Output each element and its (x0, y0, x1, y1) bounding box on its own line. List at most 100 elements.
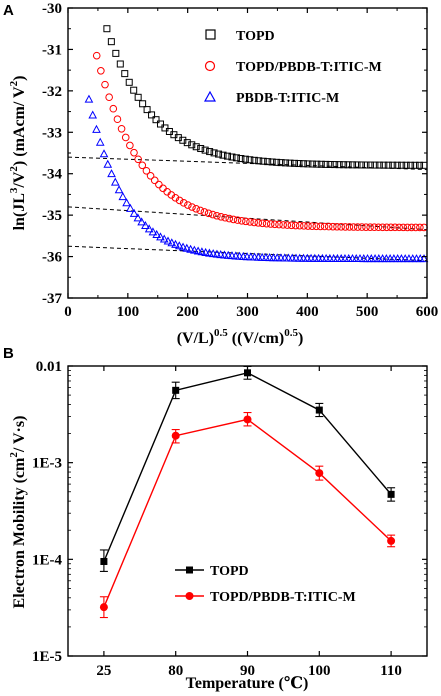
data-point (237, 216, 246, 225)
data-point (221, 213, 229, 222)
data-point (273, 158, 281, 166)
data-point (190, 245, 199, 254)
data-point (113, 115, 122, 124)
data-point (200, 208, 209, 216)
series-pbdb-t-itic-m (84, 94, 429, 263)
data-point (320, 222, 329, 231)
data-point (250, 218, 258, 227)
data-point (420, 161, 428, 169)
data-point (366, 161, 374, 169)
data-point (244, 369, 251, 377)
data-point (335, 161, 343, 169)
data-point (95, 137, 105, 146)
y-tick-label: 1E-3 (32, 456, 62, 472)
data-point (142, 166, 151, 175)
legend-marker-topd-pbdb-b (185, 592, 194, 600)
data-point (130, 86, 138, 94)
data-point (391, 223, 399, 232)
data-point (133, 213, 143, 222)
data-point (197, 145, 205, 153)
data-point (109, 104, 118, 113)
data-point (266, 220, 275, 228)
legend-marker-topd-pbdb (204, 60, 216, 72)
data-point (88, 110, 98, 119)
data-point (398, 161, 406, 169)
data-point (192, 205, 200, 213)
data-point (259, 157, 267, 165)
data-point (282, 159, 290, 167)
series-line (103, 418, 392, 608)
data-point (126, 203, 135, 212)
data-point (242, 217, 250, 226)
data-point (148, 227, 158, 236)
data-point (416, 223, 424, 232)
data-point (313, 160, 321, 168)
y-tick-label: -37 (42, 291, 62, 307)
data-point (370, 223, 379, 232)
data-point (387, 223, 395, 232)
data-point (362, 223, 370, 231)
data-point (341, 223, 350, 231)
data-point (366, 223, 374, 231)
panel-b-label: B (3, 345, 14, 362)
fit-line (67, 245, 428, 262)
data-point (92, 51, 101, 60)
data-point (188, 203, 196, 211)
data-point (129, 208, 139, 217)
data-point (243, 415, 252, 424)
data-point (287, 221, 296, 230)
x-tick-label: 110 (380, 663, 402, 679)
panel-b-x-axis-title: Temperature (℃) (186, 675, 309, 692)
y-tick-label: -31 (42, 42, 62, 58)
data-point (315, 469, 324, 478)
data-point (299, 160, 307, 168)
data-point (100, 557, 108, 565)
data-point (103, 159, 113, 168)
data-point (264, 158, 272, 166)
y-tick-label: -36 (42, 250, 62, 266)
data-point (237, 155, 245, 163)
panel-a-x-ticks: 0 100 200 300 400 500 600 (64, 8, 438, 320)
data-point (349, 223, 358, 231)
data-point (349, 161, 357, 169)
data-point (141, 221, 150, 230)
series-line (103, 372, 392, 562)
data-point (279, 221, 287, 229)
data-point (118, 192, 128, 201)
data-point (268, 158, 276, 166)
data-point (393, 161, 401, 169)
data-point (184, 201, 192, 209)
data-point (105, 93, 113, 102)
panel-b-y-axis-title: Electron Mobility (cm2/ V·s) (8, 416, 28, 609)
panel-a-x-axis-title: (V/L)0.5 ((V/cm)0.5) (177, 327, 304, 347)
data-point (295, 221, 304, 230)
y-tick-label: -33 (42, 125, 62, 141)
data-point (182, 243, 192, 252)
data-point (340, 161, 348, 169)
data-point (204, 209, 213, 218)
data-point (144, 224, 154, 233)
data-point (155, 180, 163, 189)
data-point (416, 161, 424, 169)
data-point (178, 242, 188, 251)
data-point (171, 194, 180, 202)
data-point (130, 148, 138, 157)
data-point (304, 222, 312, 230)
y-tick-label: 0.01 (36, 359, 62, 375)
data-point (116, 60, 124, 68)
data-point (134, 93, 142, 101)
data-point (262, 219, 271, 228)
data-point (188, 141, 196, 149)
y-tick-label: -34 (42, 167, 62, 183)
data-point (125, 78, 133, 86)
panel-a-series (84, 25, 429, 263)
data-point (258, 219, 267, 228)
data-point (353, 223, 362, 231)
data-point (300, 222, 308, 230)
data-point (232, 154, 240, 162)
data-point (156, 120, 164, 128)
legend-label-topd-pbdb: TOPD/PBDB-T:ITIC-M (236, 60, 382, 75)
data-point (295, 160, 303, 168)
data-point (402, 161, 410, 169)
